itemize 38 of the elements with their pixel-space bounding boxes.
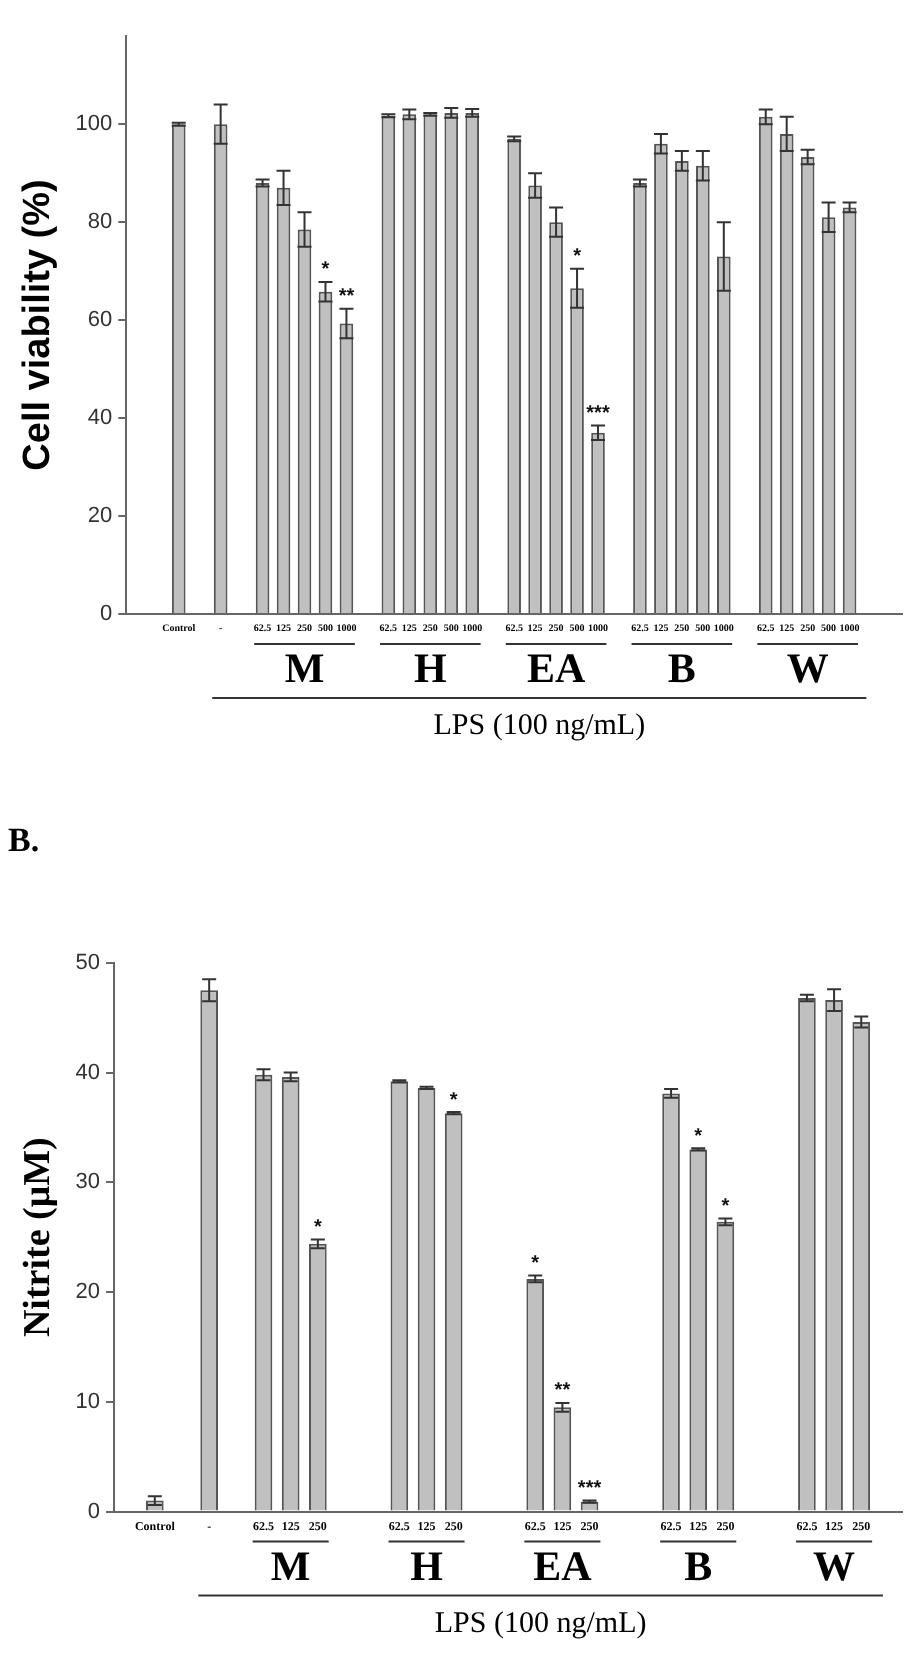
text: B (667, 644, 696, 692)
text: H (413, 644, 447, 692)
y-tick-label: 0 (87, 1499, 101, 1524)
y-axis-title: Nitrite (μM) (16, 1137, 59, 1338)
text: EA (526, 644, 587, 692)
y-tick-label: 40 (87, 406, 113, 431)
y-tick-label: 100 (75, 112, 113, 137)
y-axis-title: Cell viability (%) (17, 179, 60, 471)
y-tick-label: 50 (75, 950, 101, 975)
data-label: * (313, 1216, 322, 1239)
text: EA (533, 1541, 594, 1590)
x-axis-title: LPS (100 ng/mL) (433, 710, 646, 742)
data-label: ** (338, 286, 355, 309)
text: W (786, 644, 829, 692)
x-axis-title: LPS (100 ng/mL) (434, 1607, 647, 1640)
data-label: ** (554, 1380, 571, 1403)
data-label: * (531, 1253, 540, 1276)
y-tick-label: 30 (75, 1170, 101, 1195)
text: M (284, 644, 325, 692)
y-tick-label: 10 (75, 1389, 101, 1414)
y-tick-label: 0 (100, 602, 113, 627)
data-label: *** (586, 402, 610, 425)
y-tick-label: 80 (87, 210, 113, 235)
data-label: * (694, 1125, 703, 1148)
data-label: * (573, 246, 582, 269)
y-tick-label: 20 (87, 504, 113, 529)
data-label: *** (577, 1478, 602, 1501)
text: M (270, 1541, 311, 1590)
text: B (684, 1541, 713, 1590)
data-label: * (721, 1196, 730, 1219)
data-label: * (321, 259, 330, 282)
data-label: * (449, 1089, 458, 1112)
text: H (410, 1541, 443, 1590)
y-tick-label: 40 (75, 1060, 101, 1085)
chart-title: B. (8, 821, 40, 860)
y-tick-label: 60 (87, 308, 113, 333)
text: W (813, 1541, 856, 1590)
y-tick-label: 20 (75, 1280, 101, 1305)
